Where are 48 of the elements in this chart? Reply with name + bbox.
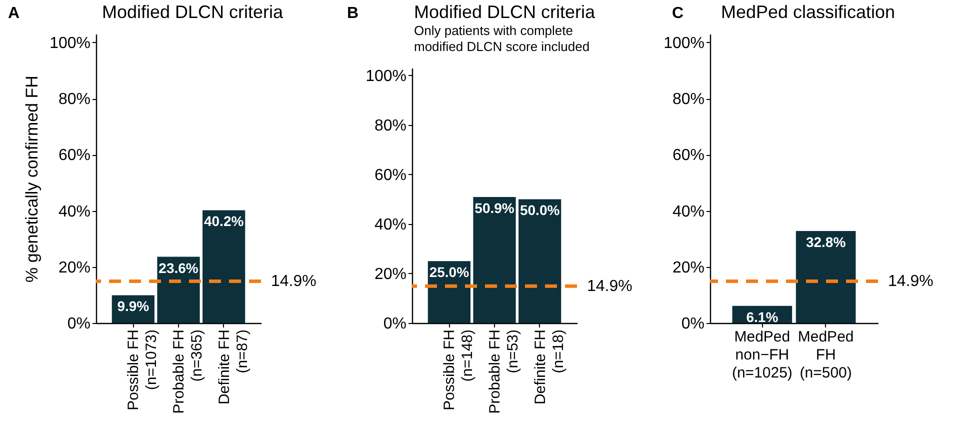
y-tick-label: 80%	[672, 91, 704, 108]
chart-title: MedPed classification	[720, 2, 896, 22]
data-label: 23.6%	[158, 260, 199, 276]
text: A	[8, 5, 20, 22]
x-tick-label: MedPed non−FH (n=1025)	[732, 328, 792, 382]
y-tick-label: 60%	[58, 147, 90, 164]
data-label: 25.0%	[429, 264, 470, 280]
chart-subtitle: Only patients with complete modified DLCN score included	[414, 23, 590, 54]
bar	[518, 199, 562, 323]
ref-line-label: 14.9%	[271, 273, 316, 290]
text: C	[672, 5, 684, 22]
x-tick-label: Definite FH (n=18)	[532, 330, 567, 405]
x-tick-label: Possible FH (n=1073)	[125, 330, 160, 410]
y-tick-label: 60%	[374, 166, 406, 184]
y-tick-label: 20%	[672, 259, 704, 276]
bar	[473, 196, 516, 323]
x-tick-label: Definite FH (n=87)	[216, 330, 251, 405]
x-tick-label: Possible FH (n=148)	[441, 330, 476, 410]
text: B	[347, 5, 359, 22]
y-tick-label: 80%	[58, 91, 90, 108]
chart-title: Modified DLCN criteria	[102, 2, 284, 22]
y-tick-label: 0%	[383, 316, 406, 332]
bar	[202, 210, 246, 323]
x-tick-label: Probable FH (n=365)	[170, 330, 206, 414]
ref-line-label: 14.9%	[888, 273, 934, 290]
data-label: 32.8%	[806, 234, 846, 250]
y-axis-title: % genetically confirmed FH	[22, 76, 42, 282]
y-tick-label: 100%	[50, 34, 90, 52]
chart-title: Modified DLCN criteria	[414, 2, 596, 22]
y-tick-label: 40%	[672, 203, 704, 220]
ref-line-label: 14.9%	[587, 278, 632, 296]
y-tick-label: 40%	[58, 203, 90, 220]
y-tick-label: 20%	[374, 266, 406, 283]
y-tick-label: 80%	[374, 117, 406, 134]
data-label: 9.9%	[117, 298, 150, 314]
data-label: 6.1%	[746, 308, 779, 325]
data-label: 40.2%	[204, 213, 244, 230]
y-tick-label: 60%	[672, 147, 704, 164]
data-label: 50.0%	[520, 202, 560, 218]
x-tick-label: MedPed FH (n=500)	[798, 328, 854, 382]
y-tick-label: 20%	[58, 259, 90, 276]
y-tick-label: 100%	[664, 34, 704, 52]
y-tick-label: 40%	[374, 216, 406, 234]
y-tick-label: 0%	[67, 316, 90, 332]
y-tick-label: 0%	[681, 316, 704, 332]
x-tick-label: Probable FH (n=53)	[486, 330, 522, 414]
y-tick-label: 100%	[366, 68, 406, 85]
data-label: 50.9%	[474, 200, 515, 216]
